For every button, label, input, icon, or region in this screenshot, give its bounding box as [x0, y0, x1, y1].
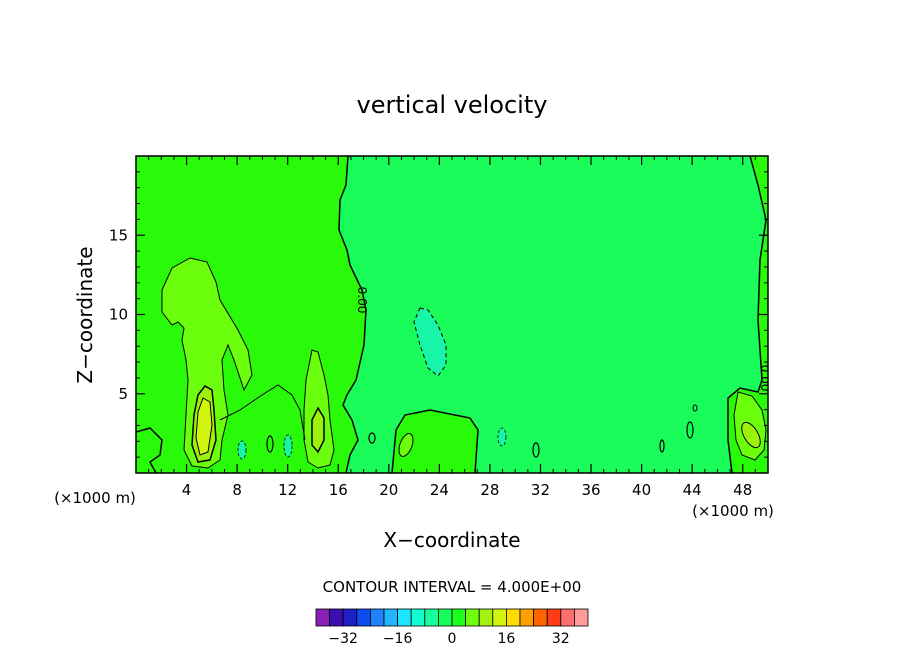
x-tick-label: 48 [733, 481, 752, 499]
colorbar-tick-label: 32 [552, 631, 570, 647]
zero-contour-label-left: 0.00 [355, 287, 369, 314]
y-tick-label: 5 [118, 385, 128, 403]
x-axis-ticks: 4 8 12 16 20 24 28 32 36 40 44 48 [182, 156, 752, 499]
colorbar-swatch [465, 608, 480, 627]
zero-contour-left-bottom [136, 427, 163, 473]
minor-ticks [136, 156, 768, 473]
x-tick-label: 8 [232, 481, 242, 499]
colorbar-swatch [546, 608, 562, 627]
y-tick-label: 10 [109, 306, 128, 324]
colorbar-swatch [574, 608, 589, 627]
x-tick-label: 24 [430, 481, 449, 499]
contour-small-8 [741, 421, 761, 449]
contour-small-3 [532, 442, 540, 458]
zero-contour-label-right: 0.00 [758, 365, 772, 392]
contour-column-core [311, 406, 325, 454]
colorbar-swatch [356, 608, 371, 627]
contour-small-6 [692, 404, 698, 412]
chart-title: vertical velocity [357, 91, 548, 119]
colorbar-swatch [397, 608, 412, 627]
zero-contour-mid [391, 409, 479, 473]
colorbar-swatch [383, 608, 399, 627]
field-small-downdraft-2 [283, 434, 293, 458]
y-axis-unit: (×1000 m) [54, 489, 136, 507]
x-tick-label: 20 [379, 481, 398, 499]
field-right-small-updraft [741, 422, 761, 448]
colorbar-swatch [410, 608, 426, 627]
contour-right-updraft [733, 391, 767, 461]
x-axis-unit: (×1000 m) [692, 502, 774, 520]
field-zero-to-4-mid [392, 410, 478, 473]
x-tick-label: 40 [632, 481, 651, 499]
x-axis-label: X−coordinate [383, 528, 520, 552]
colorbar-tick-label: −32 [328, 631, 358, 647]
contour-small-1 [266, 435, 274, 453]
colorbar-swatch [519, 608, 535, 627]
colorbar-swatch [424, 608, 439, 627]
colorbar-swatch [369, 608, 385, 627]
colorbar-swatch [437, 608, 453, 627]
x-tick-label: 32 [531, 481, 550, 499]
colorbar-tick-labels: −32 −16 0 16 32 [328, 631, 569, 647]
contour-small-2 [368, 432, 376, 444]
colorbar-tick-label: −16 [383, 631, 413, 647]
y-axis-ticks: 5 10 15 [109, 226, 768, 403]
colorbar-swatch [533, 608, 548, 627]
contour-core-8 [191, 385, 217, 463]
contour-column-4 [303, 349, 335, 469]
zero-contour-main [338, 156, 367, 473]
colorbar-swatch [505, 608, 521, 627]
field-small-downdraft-3 [497, 427, 507, 447]
colorbar-tick-label: 16 [497, 631, 515, 647]
field-updraft-plume [162, 258, 252, 468]
x-tick-label: 4 [182, 481, 192, 499]
x-tick-label: 12 [278, 481, 297, 499]
colorbar-swatch [560, 608, 575, 627]
y-tick-label: 15 [109, 226, 128, 244]
x-tick-label: 28 [480, 481, 499, 499]
contour-small-4 [659, 439, 665, 453]
contour-surface-wave [219, 384, 306, 441]
colorbar-swatch [342, 608, 358, 627]
colorbar-swatch [478, 608, 494, 627]
colorbar-swatch [329, 608, 344, 627]
contour-small-7 [398, 433, 414, 457]
colorbar-swatch [492, 608, 507, 627]
colorbar-tick-label: 0 [448, 631, 457, 647]
zero-contour-right [727, 156, 767, 473]
field-core-12 [196, 398, 212, 455]
contour-small-5 [686, 421, 694, 439]
contour-interval-label: CONTOUR INTERVAL = 4.000E+00 [323, 578, 582, 596]
field-downdraft [413, 307, 447, 377]
contour-core-12 [195, 397, 213, 456]
x-tick-label: 44 [683, 481, 702, 499]
colorbar-swatch [315, 608, 331, 627]
contour-plume-4 [161, 257, 253, 469]
colorbar-swatch [451, 608, 467, 627]
field-small-downdraft-1 [237, 440, 247, 460]
x-tick-label: 16 [329, 481, 348, 499]
field-column-core [312, 408, 324, 452]
y-axis-label: Z−coordinate [73, 246, 97, 383]
colorbar [315, 608, 589, 627]
x-tick-label: 36 [581, 481, 600, 499]
